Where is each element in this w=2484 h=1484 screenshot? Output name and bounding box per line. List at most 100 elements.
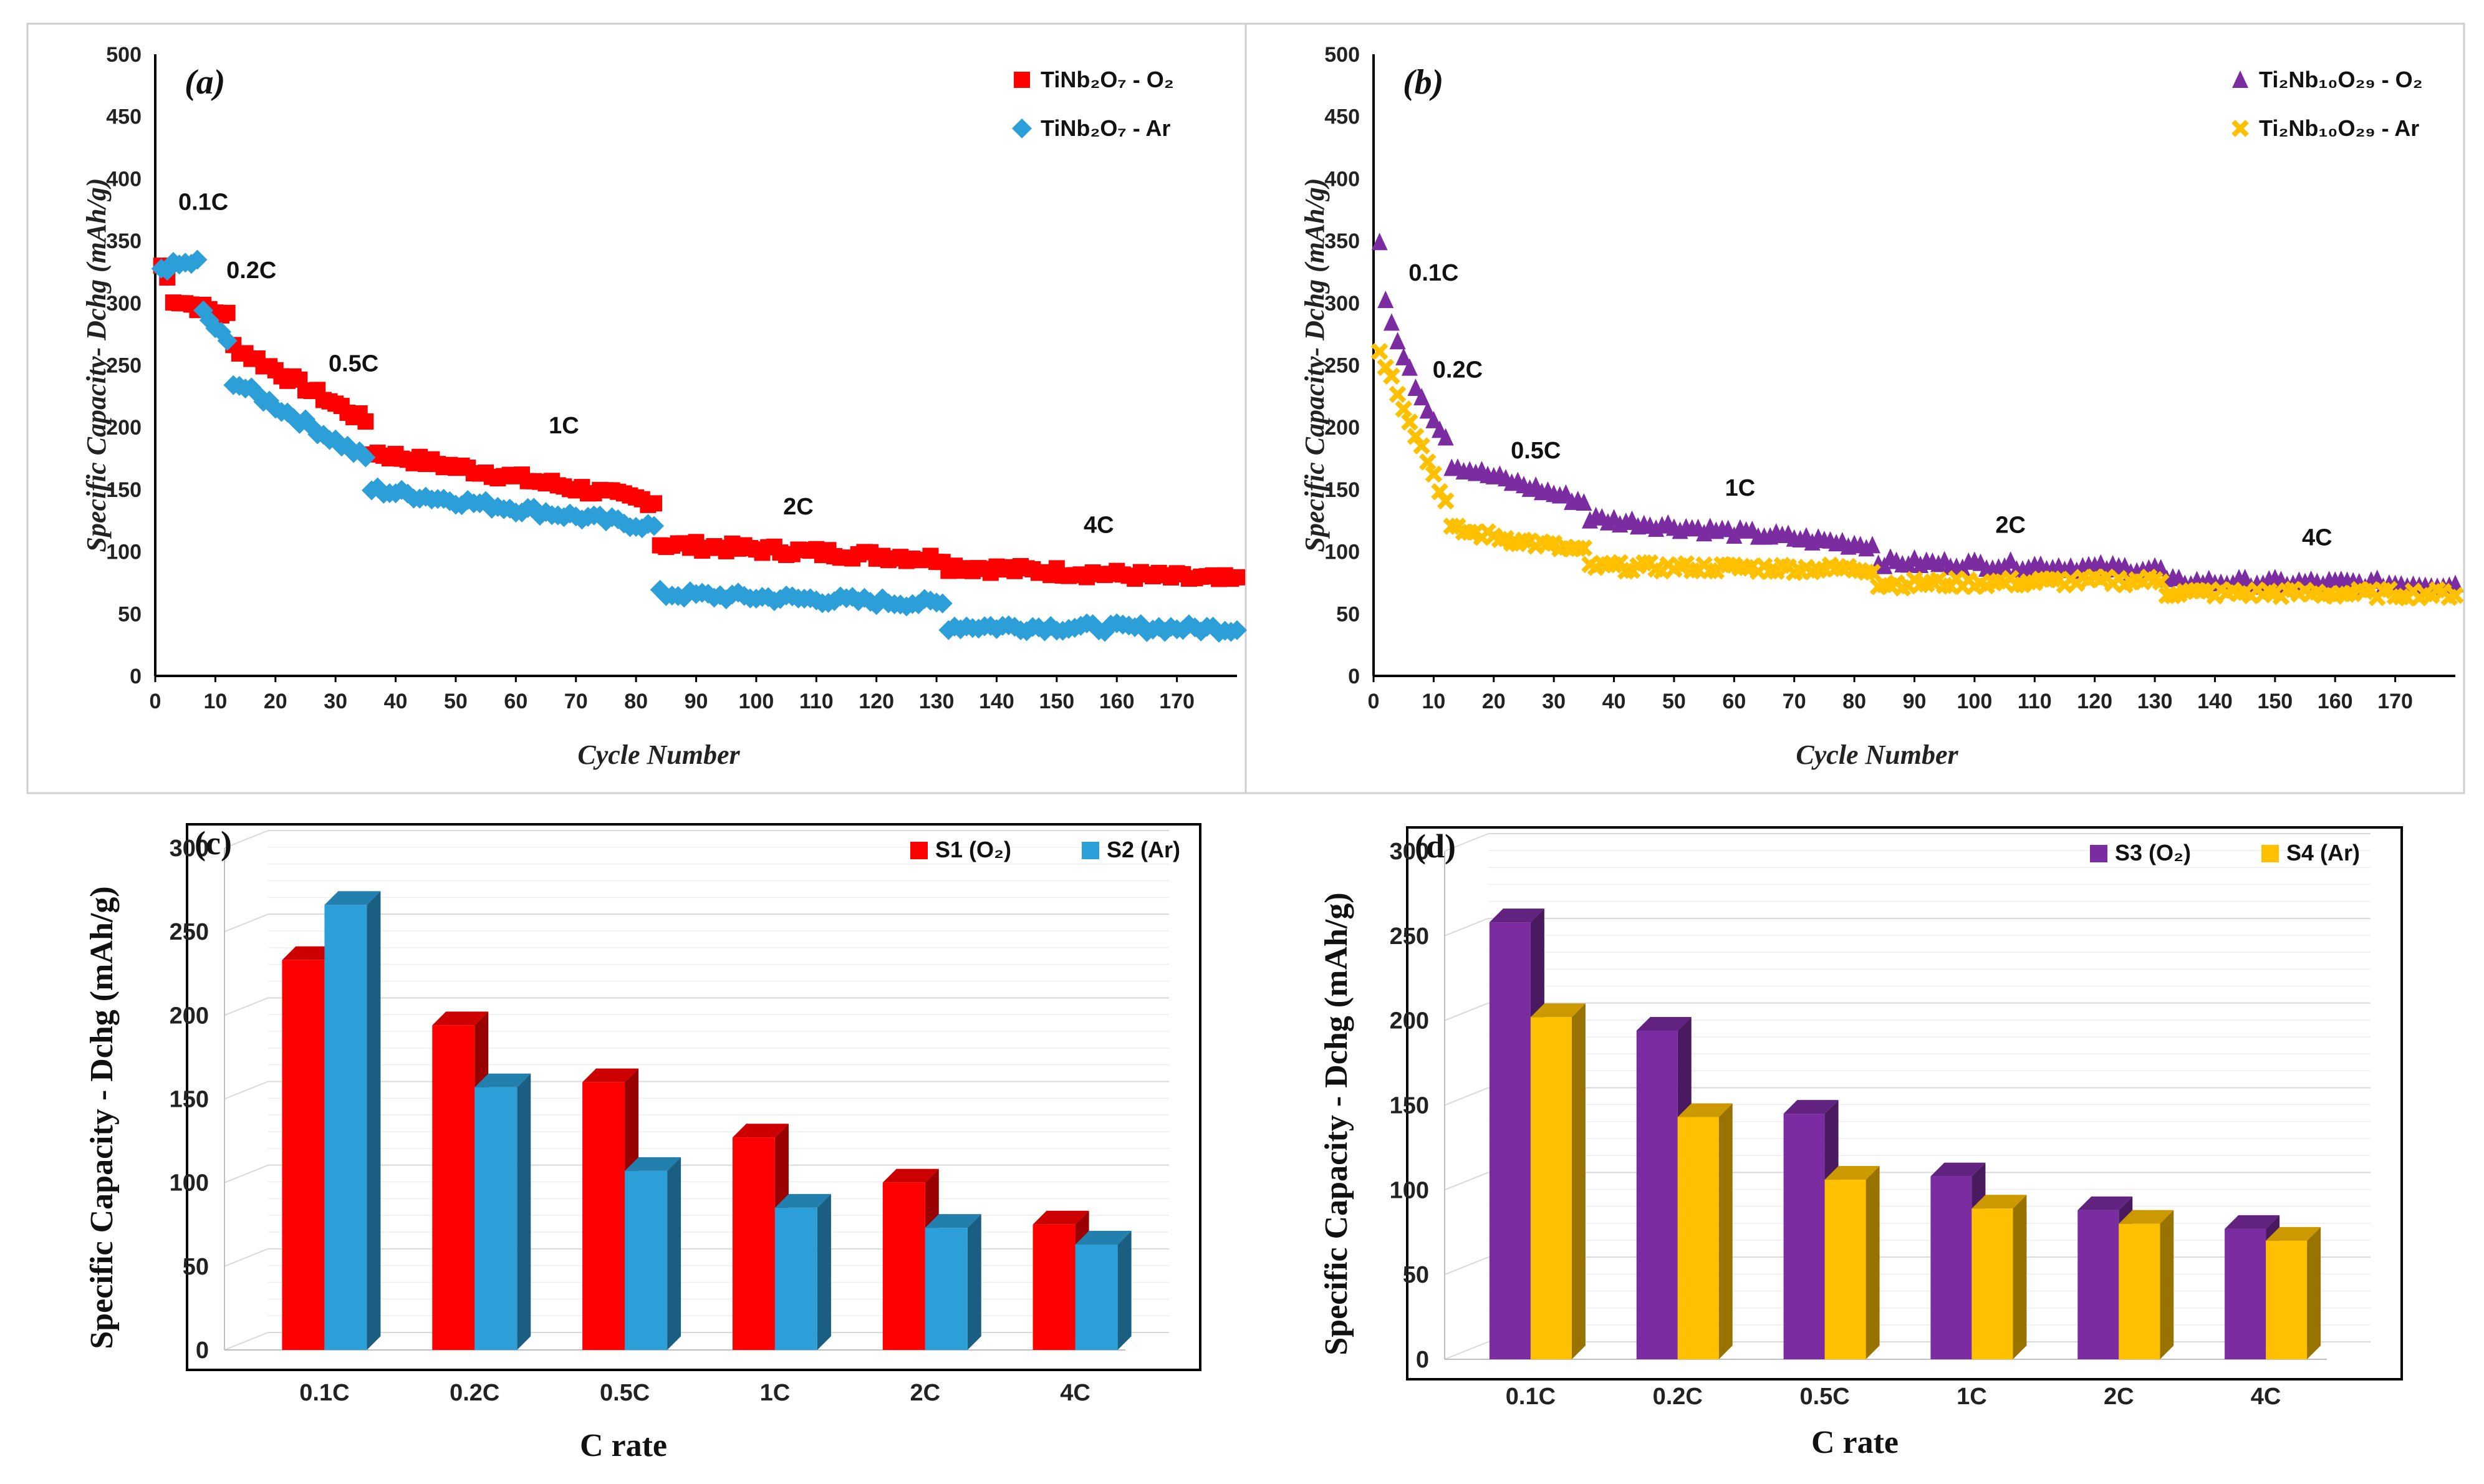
data-point (357, 413, 374, 430)
grid-diagonal (1444, 1087, 1489, 1106)
bar-top (282, 946, 339, 960)
x-tick-label: 90 (685, 690, 708, 713)
y-tick-label: 0 (130, 665, 142, 688)
x-tick-label: 120 (2077, 690, 2112, 713)
x-tick-label: 0.2C (1653, 1384, 1703, 1410)
y-tick-label: 300 (106, 292, 142, 316)
rate-annotation: 2C (783, 494, 814, 520)
legend-label: S3 (O₂) (2115, 840, 2191, 865)
bar-side (817, 1193, 831, 1350)
data-point (1407, 378, 1424, 396)
bar-front (324, 905, 367, 1350)
data-point (1401, 358, 1418, 376)
legend-label: S1 (O₂) (935, 837, 1011, 862)
legend-swatch (910, 842, 928, 859)
x-tick-label: 30 (324, 690, 347, 713)
data-point (1383, 313, 1400, 331)
data-point (187, 249, 208, 270)
y-tick-label: 50 (118, 602, 142, 626)
y-tick-label: 50 (183, 1254, 209, 1280)
grid-diagonal (1444, 1256, 1489, 1276)
data-point (1864, 536, 1881, 554)
y-axis-title: Specific Capacity- Dchg (mAh/g) (1299, 178, 1330, 552)
bar-front (774, 1207, 817, 1350)
bar-front (432, 1025, 475, 1350)
data-point (2231, 120, 2249, 137)
bar-top (474, 1073, 531, 1087)
bar-top (625, 1157, 681, 1171)
x-tick-label: 2C (2104, 1384, 2134, 1410)
x-tick-label: 10 (1422, 690, 1445, 713)
x-tick-label: 20 (264, 690, 287, 713)
data-point (1014, 72, 1030, 88)
x-axis-title: C rate (1811, 1425, 1899, 1460)
x-tick-label: 0.1C (1506, 1384, 1556, 1410)
x-tick-label: 90 (1903, 690, 1927, 713)
x-tick-label: 100 (739, 690, 774, 713)
x-tick-label: 140 (2197, 690, 2233, 713)
x-tick-label: 110 (2018, 690, 2052, 713)
y-tick-label: 400 (106, 167, 142, 191)
bar-front (882, 1182, 925, 1350)
bar-top (1636, 1016, 1692, 1031)
rate-annotation: 0.2C (226, 258, 276, 284)
y-tick-label: 450 (1324, 105, 1360, 129)
bar (2266, 1226, 2321, 1359)
bar-top (2266, 1226, 2321, 1241)
data-point (2447, 587, 2464, 604)
y-tick-label: 250 (1324, 354, 1360, 378)
x-tick-label: 20 (1482, 690, 1506, 713)
data-point (217, 330, 238, 351)
x-tick-label: 1C (760, 1380, 791, 1406)
data-point (1389, 332, 1406, 350)
bar-side (1571, 1003, 1586, 1359)
x-tick-label: 40 (384, 690, 408, 713)
bar-front (625, 1170, 668, 1350)
bar-front (582, 1082, 625, 1350)
bar-top (2225, 1215, 2280, 1229)
grid-diagonal (1444, 1341, 1489, 1360)
x-tick-label: 70 (1783, 690, 1806, 713)
bar-top (882, 1168, 939, 1183)
series-2 (1370, 342, 2464, 607)
y-tick-label: 250 (106, 354, 142, 378)
y-tick-label: 300 (1324, 292, 1360, 316)
rate-annotation: 1C (549, 413, 579, 439)
bar-top (925, 1214, 981, 1228)
bar-top (324, 891, 381, 905)
panel-label: (c) (195, 824, 232, 862)
bar-top (774, 1193, 831, 1208)
bar (732, 1124, 789, 1350)
data-point (1395, 400, 1413, 418)
y-tick-label: 150 (170, 1087, 209, 1113)
y-axis-title: Specific Capacity - Dchg (mAh/g) (84, 886, 120, 1349)
data-point (2152, 573, 2170, 591)
data-point (1012, 118, 1032, 138)
x-tick-label: 70 (564, 690, 588, 713)
y-tick-label: 0 (1348, 665, 1360, 688)
data-point (646, 495, 663, 512)
y-tick-label: 400 (1324, 167, 1360, 191)
bar-front (2077, 1210, 2119, 1359)
legend-swatch (1082, 842, 1099, 859)
y-tick-label: 50 (1336, 602, 1360, 626)
x-tick-label: 0.1C (299, 1380, 349, 1406)
bar-front (1530, 1017, 1572, 1359)
bar-front (282, 960, 325, 1350)
x-tick-label: 0.2C (450, 1380, 499, 1406)
y-axis-title: Specific Capacity - Dchg (mAh/g) (1319, 892, 1354, 1355)
data-point (1413, 437, 1430, 455)
data-point (355, 447, 376, 468)
x-tick-label: 2C (910, 1380, 940, 1406)
legend-label: Ti₂Nb₁₀O₂₉ - O₂ (2259, 67, 2423, 92)
bar-side (1117, 1230, 1132, 1350)
y-tick-label: 50 (1403, 1262, 1429, 1288)
data-point (193, 300, 214, 320)
bar (324, 891, 381, 1350)
bar-front (474, 1087, 518, 1350)
series-2 (151, 249, 1247, 643)
bar-front (1824, 1180, 1866, 1359)
bar-top (1930, 1162, 1986, 1177)
bar (1530, 1003, 1586, 1359)
rate-annotation: 1C (1725, 475, 1756, 501)
